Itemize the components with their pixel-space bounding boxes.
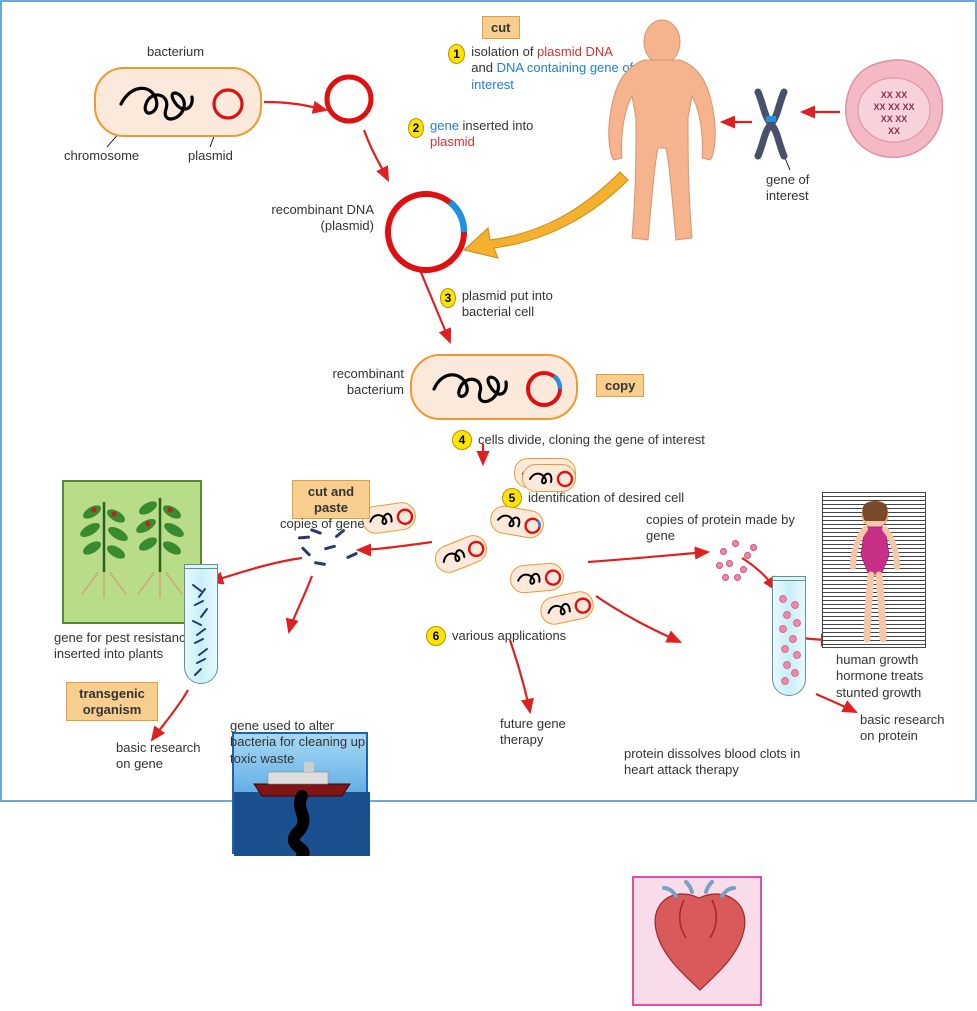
protein-dot-3: [726, 560, 733, 567]
tag-transgenic: transgenic organism: [66, 682, 158, 721]
label-copies-of-protein: copies of protein made by gene: [646, 512, 796, 545]
step-6: 6 various applications: [426, 626, 566, 646]
label-gene-pest: gene for pest resistance inserted into p…: [54, 630, 204, 663]
protein-dot-4: [740, 566, 747, 573]
mini-bacterium-3: [488, 504, 546, 541]
test-tube-right: [772, 576, 806, 696]
mini-bacterium-2: [431, 531, 492, 577]
protein-dot-8: [722, 574, 729, 581]
label-basic-research-protein: basic research on protein: [860, 712, 960, 745]
diagram-canvas: cut bacterium chromosome plasmid 1 isola…: [0, 0, 977, 802]
numcircle-6: 6: [426, 626, 446, 646]
plant-box: [62, 480, 202, 624]
protein-dot-6: [750, 544, 757, 551]
label-future-gene-therapy: future gene therapy: [500, 716, 590, 749]
label-copies-of-gene: copies of gene: [280, 516, 365, 532]
mini-bacterium-0: [522, 464, 576, 492]
protein-dot-0: [720, 548, 727, 555]
label-gene-toxic: gene used to alter bacteria for cleaning…: [230, 718, 380, 767]
label-basic-research-gene: basic research on gene: [116, 740, 206, 773]
girl-box: [822, 492, 926, 648]
tag-transgenic-text: transgenic organism: [75, 686, 149, 717]
label-protein-clots: protein dissolves blood clots in heart a…: [624, 746, 814, 779]
test-tube-left: [184, 564, 218, 684]
label-human-growth: human growth hormone treats stunted grow…: [836, 652, 956, 701]
tag-cut-paste: cut and paste: [292, 480, 370, 519]
tag-cut-paste-text: cut and paste: [301, 484, 361, 515]
protein-dot-5: [716, 562, 723, 569]
protein-dot-1: [732, 540, 739, 547]
protein-dot-2: [744, 552, 751, 559]
tube-top-left: [184, 564, 218, 569]
tube-top-right: [772, 576, 806, 581]
mini-bacterium-5: [538, 589, 597, 628]
heart-box: [632, 876, 762, 1006]
mini-bacterium-4: [509, 562, 565, 595]
step-6-text: various applications: [452, 628, 566, 644]
protein-dot-7: [734, 574, 741, 581]
